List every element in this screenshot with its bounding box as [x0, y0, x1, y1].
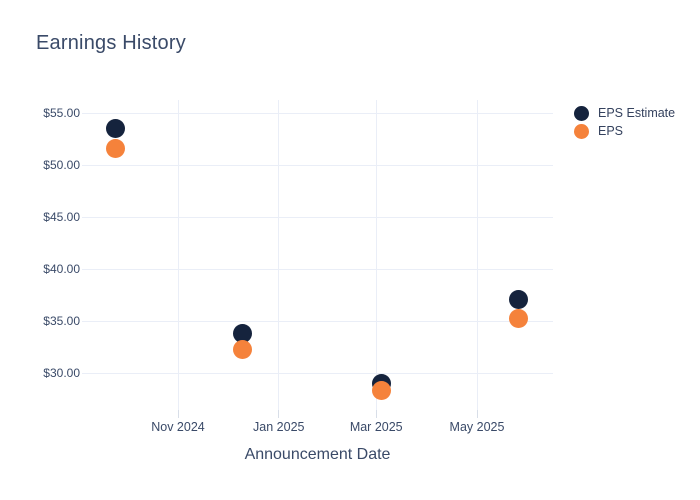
x-tick-label: Mar 2025	[349, 420, 403, 434]
x-tick-mark	[278, 410, 280, 418]
legend-item-eps-estimate[interactable]: EPS Estimate	[574, 104, 675, 122]
x-tick-label: Jan 2025	[253, 420, 305, 434]
y-tick-label: $35.00	[43, 314, 80, 328]
data-point-eps[interactable]	[232, 339, 252, 359]
y-tick-label: $30.00	[43, 366, 80, 380]
data-point-eps-estimate[interactable]	[508, 289, 528, 309]
data-point-eps[interactable]	[508, 309, 528, 329]
y-tick-label: $40.00	[43, 262, 80, 276]
data-point-eps[interactable]	[105, 138, 125, 158]
legend-item-eps[interactable]: EPS	[574, 122, 675, 140]
data-point-eps-estimate[interactable]	[232, 323, 252, 343]
x-gridline	[177, 100, 179, 410]
y-tick-label: $45.00	[43, 210, 80, 224]
x-tick-label: Nov 2024	[151, 420, 205, 434]
y-gridline	[82, 164, 553, 166]
y-gridline	[82, 268, 553, 270]
data-point-eps-estimate[interactable]	[105, 119, 125, 139]
x-axis-title: Announcement Date	[244, 446, 391, 463]
legend-marker-icon	[574, 123, 589, 139]
x-tick-mark	[476, 410, 478, 418]
y-tick-label: $55.00	[43, 106, 80, 120]
legend-label: EPS Estimate	[598, 106, 676, 120]
y-gridline	[82, 216, 553, 218]
chart-title: Earnings History	[36, 32, 186, 54]
legend-label: EPS	[598, 124, 624, 138]
legend: EPS Estimate EPS	[574, 104, 675, 140]
x-tick-mark	[375, 410, 377, 418]
x-gridline	[476, 100, 478, 410]
x-tick-label: May 2025	[449, 420, 505, 434]
y-tick-label: $50.00	[43, 158, 80, 172]
x-tick-mark	[177, 410, 179, 418]
y-gridline	[82, 320, 553, 322]
x-gridline	[278, 100, 280, 410]
y-gridline	[82, 112, 553, 114]
data-point-eps[interactable]	[371, 381, 391, 401]
x-gridline	[375, 100, 377, 410]
y-gridline	[82, 372, 553, 374]
legend-marker-icon	[574, 105, 589, 121]
